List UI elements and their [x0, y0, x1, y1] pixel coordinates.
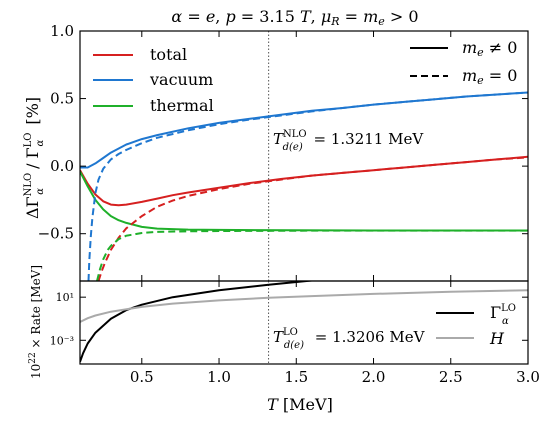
- top-annotation: TNLO d(e) = 1.3211 MeV: [273, 129, 424, 153]
- legend-label-gamma: ΓLO α: [490, 303, 516, 327]
- x-tick-label: 2.0: [362, 368, 386, 386]
- top-frame: [79, 30, 529, 282]
- bottom-frame: [79, 280, 529, 365]
- top-ytick-label: −0.5: [38, 225, 74, 243]
- top-ticks: −0.5 0.0 0.5 1.0: [38, 22, 529, 281]
- legend-label-me-zero: me = 0: [462, 66, 517, 87]
- legend-rate: ΓLO α H: [436, 303, 516, 348]
- x-tick-label: 3.0: [516, 368, 540, 386]
- bottom-ticks: 10⁻³ 10¹ 0.5 1.0 1.5 2.0 2.5 3.0: [50, 281, 540, 386]
- chart-title: α = e, p = 3.15 T, μR = me > 0: [171, 7, 418, 28]
- x-tick-label: 1.0: [207, 368, 231, 386]
- top-y-axis-label: ΔΓNLOα / ΓLOα [%]: [23, 97, 46, 219]
- series-total-dashed: [97, 156, 528, 281]
- legend-color: total vacuum thermal: [93, 45, 214, 115]
- legend-label-vacuum: vacuum: [149, 70, 213, 89]
- top-panel: −0.5 0.0 0.5 1.0 total vacuum thermal me ≠ …: [23, 22, 529, 282]
- legend-label-thermal: thermal: [150, 96, 214, 115]
- legend-style: me ≠ 0 me = 0: [410, 38, 517, 87]
- top-ytick-label: 0.0: [50, 157, 74, 175]
- bottom-panel: 10⁻³ 10¹ 0.5 1.0 1.5 2.0 2.5 3.0 ΓLO α H TLO d(e)…: [28, 265, 540, 414]
- bottom-y-axis-label: 1022 × Rate [MeV]: [28, 265, 43, 379]
- x-axis-label: T [MeV]: [267, 395, 333, 414]
- bottom-annotation: TLO d(e) = 1.3206 MeV: [273, 327, 426, 351]
- legend-label-h: H: [489, 329, 505, 348]
- series-thermal-dashed: [96, 229, 528, 281]
- x-tick-label: 1.5: [284, 368, 308, 386]
- legend-label-total: total: [150, 45, 187, 64]
- top-series-group: [80, 91, 528, 281]
- series-total-solid: [80, 155, 528, 207]
- legend-label-me-nonzero: me ≠ 0: [462, 38, 517, 59]
- bottom-series-group: [80, 281, 528, 363]
- bottom-ytick-label: 10⁻³: [50, 334, 74, 347]
- series-vacuum-dashed: [87, 91, 528, 281]
- top-ytick-label: 1.0: [50, 22, 74, 40]
- bottom-ytick-label: 10¹: [56, 291, 74, 304]
- top-ytick-label: 0.5: [50, 90, 74, 108]
- series-rate-gamma: [80, 281, 319, 363]
- x-tick-label: 0.5: [130, 368, 154, 386]
- x-tick-label: 2.5: [439, 368, 463, 386]
- series-rate-h: [80, 289, 528, 323]
